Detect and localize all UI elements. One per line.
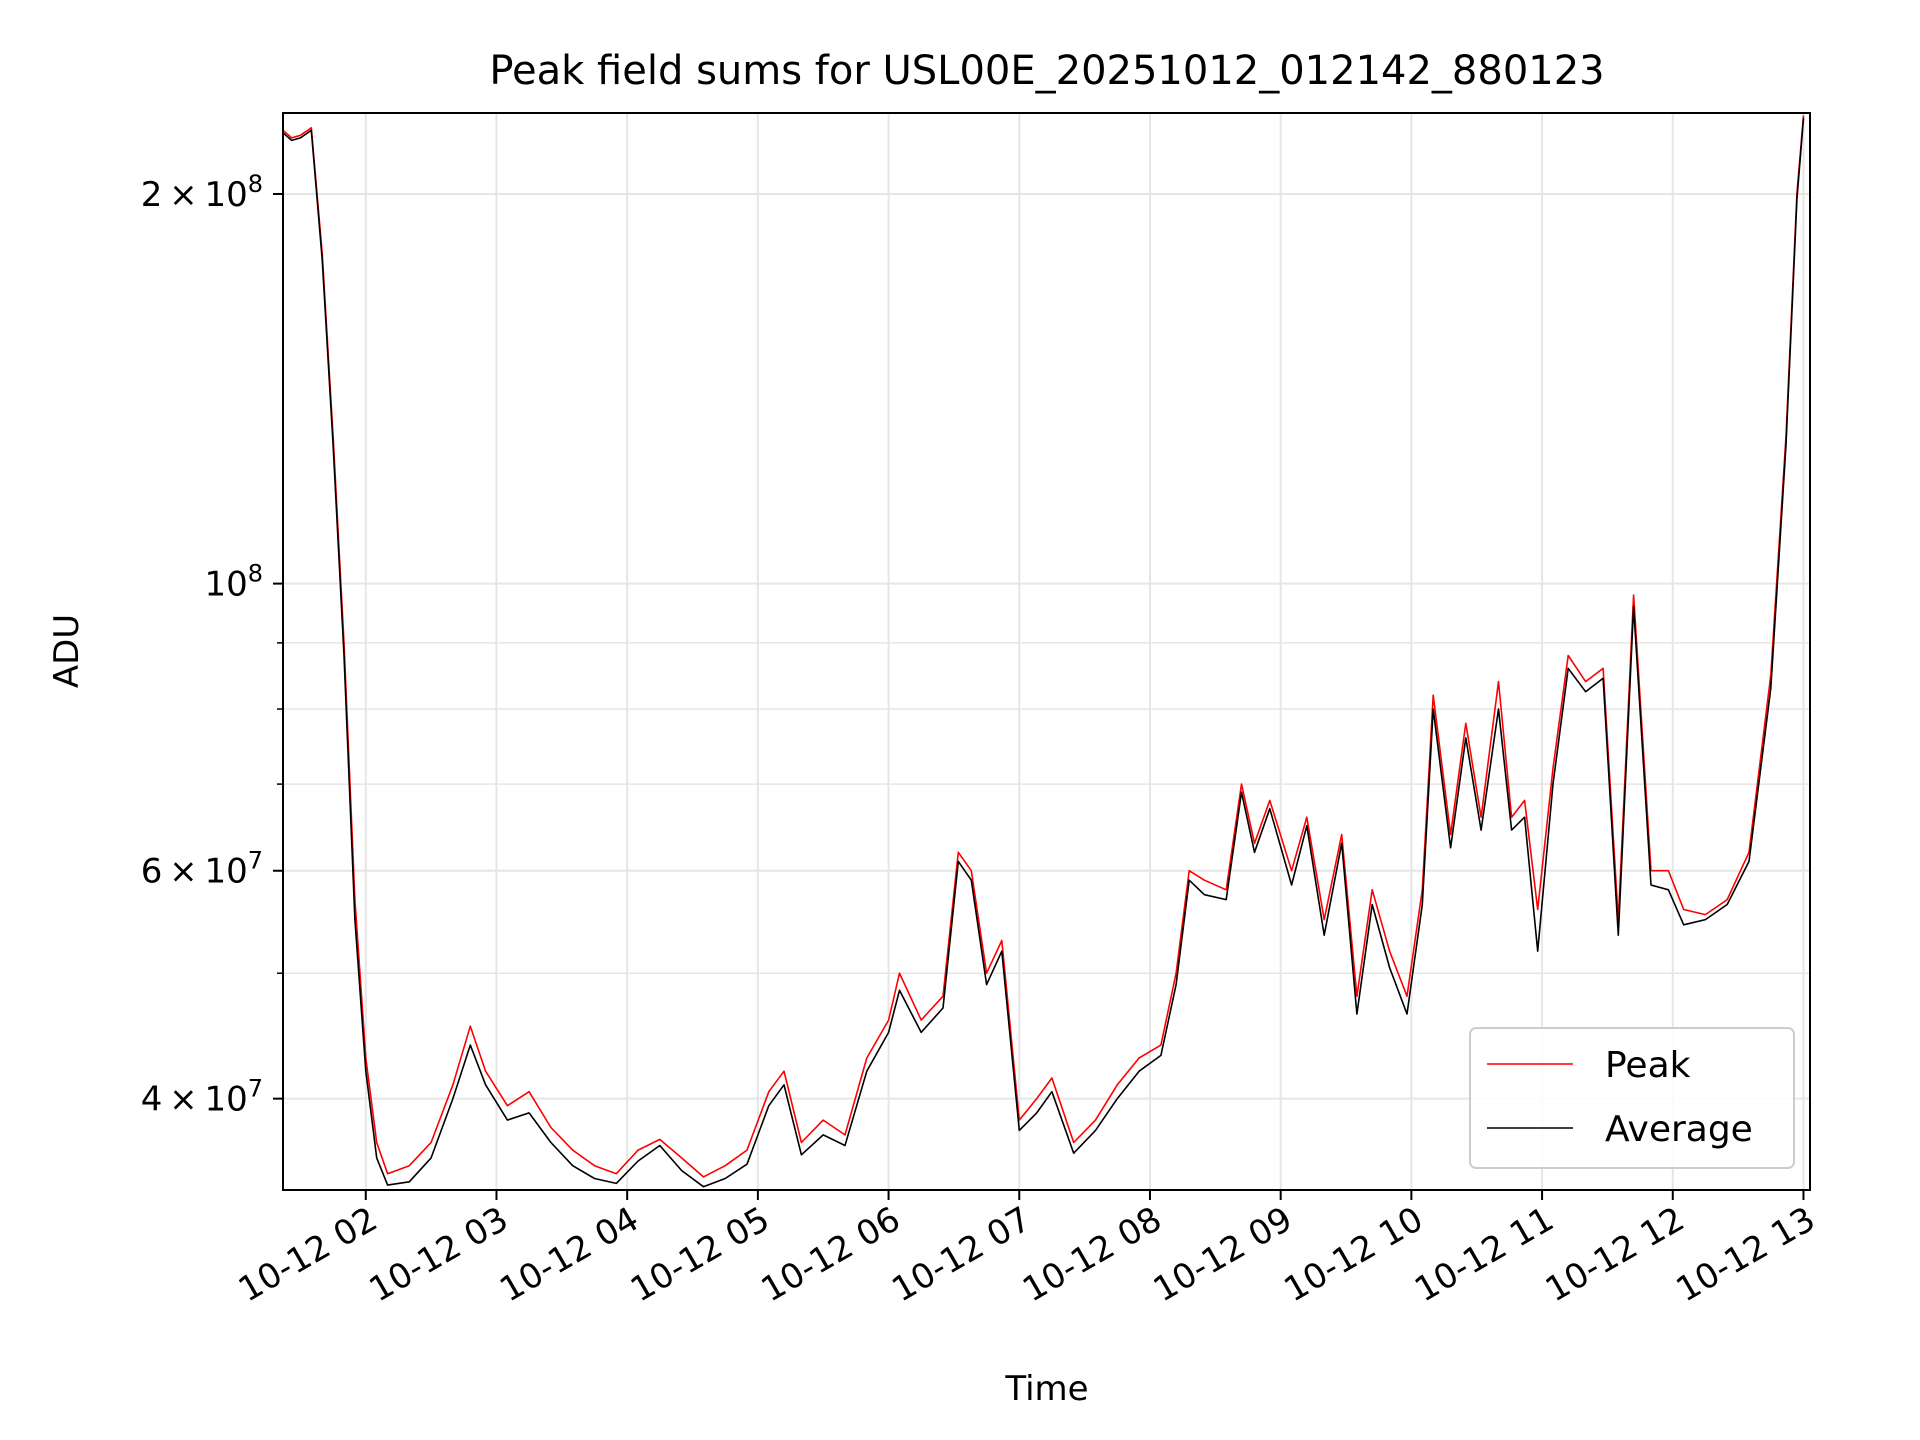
series-line-average (282, 117, 1805, 1188)
legend-label-average: Average (1605, 1109, 1753, 1150)
x-axis-label: Time (1004, 1369, 1088, 1409)
y-tick-label: 4 × 107 (141, 1075, 263, 1120)
grid (283, 113, 1810, 1190)
y-tick-label: 2 × 108 (141, 170, 263, 215)
legend-label-peak: Peak (1605, 1045, 1691, 1086)
y-axis-ticks: 4 × 107 6 × 107 108 2 × 108 (141, 170, 283, 1120)
legend: Peak Average (1469, 1027, 1795, 1169)
y-tick-label: 6 × 107 (141, 847, 263, 892)
series-layer (282, 115, 1805, 1188)
chart-title: Peak field sums for USL00E_20251012_0121… (489, 48, 1604, 94)
series-line-peak (282, 115, 1805, 1178)
y-axis-label: ADU (47, 614, 87, 688)
legend-box (1469, 1027, 1795, 1169)
plot-frame (282, 112, 1811, 1191)
y-tick-label: 108 (204, 560, 263, 605)
